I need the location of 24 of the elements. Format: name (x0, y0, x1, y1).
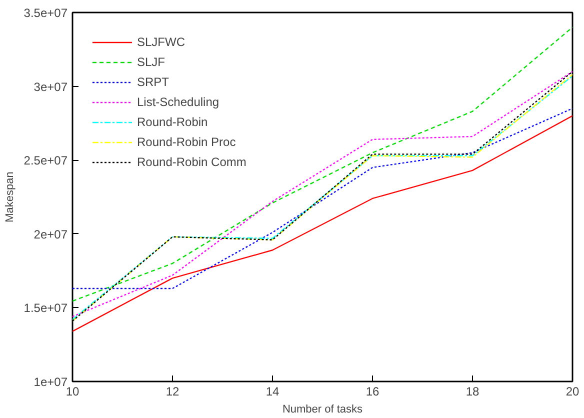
x-tick-label: 10 (66, 384, 80, 398)
x-tick-label: 14 (266, 384, 280, 398)
x-tick-label: 20 (566, 384, 580, 398)
legend-label: SLJF (137, 55, 166, 69)
line-series (72, 108, 572, 290)
legend-label: List-Scheduling (137, 95, 220, 109)
legend-label: Round-Robin Proc (137, 135, 236, 149)
x-tick-label: 16 (366, 384, 380, 398)
line-series (72, 115, 572, 332)
x-tick-label: 18 (466, 384, 480, 398)
line-series (72, 26, 572, 302)
y-tick-label: 3e+07 (34, 80, 68, 94)
x-tick-label: 12 (166, 384, 180, 398)
y-tick-label: 2.5e+07 (24, 154, 68, 168)
y-tick-label: 1e+07 (34, 375, 68, 389)
legend-label: SLJFWC (137, 35, 185, 49)
y-axis-title: Makespan (4, 172, 16, 222)
y-tick-label: 3.5e+07 (24, 6, 68, 20)
legend-label: Round-Robin (137, 115, 208, 129)
legend-label: Round-Robin Comm (137, 155, 246, 169)
x-axis-title: Number of tasks (282, 404, 364, 416)
y-tick-label: 1.5e+07 (24, 301, 68, 316)
y-tick-label: 2e+07 (34, 227, 68, 242)
legend-label: SRPT (137, 75, 170, 89)
